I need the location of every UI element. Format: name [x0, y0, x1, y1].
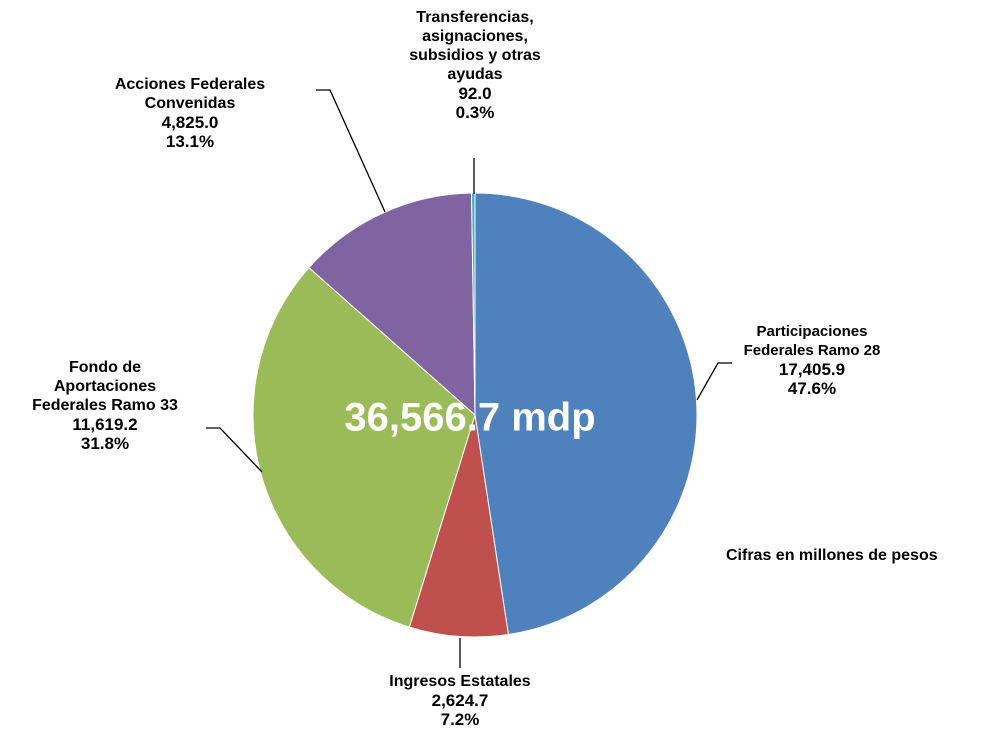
percent-label: 7.2%	[440, 710, 480, 729]
pie-slice	[470, 192, 476, 416]
note: Cifras en millones de pesos	[726, 547, 938, 564]
value-label: 4,825.0	[161, 113, 219, 132]
pie-slice	[474, 192, 698, 636]
percent-label: 0.3%	[455, 103, 495, 122]
center-label: 36,566.7 mdp	[344, 396, 595, 440]
leader-line	[316, 89, 386, 213]
percent-label: 13.1%	[165, 132, 215, 151]
slice-label: Transferencias, asignaciones, subsidios …	[385, 8, 565, 122]
pie-slice	[308, 192, 476, 417]
leader-lines	[206, 89, 732, 668]
pie-slice	[408, 414, 509, 638]
slice-label: Ingresos Estatales 2,624.7 7.2%	[350, 672, 570, 729]
slice-label: Participaciones Federales Ramo 28 17,405.…	[727, 322, 897, 398]
leader-line	[206, 427, 263, 473]
value-label: 92.0	[458, 84, 492, 103]
percent-label: 47.6%	[787, 379, 837, 398]
value-label: 2,624.7	[431, 691, 489, 710]
slices	[252, 192, 698, 638]
slice-label: Fondo de Aportaciones Federales Ramo 33 1…	[18, 358, 193, 453]
pie-slice	[252, 266, 476, 628]
category-label: Transferencias, asignaciones, subsidios …	[409, 9, 541, 83]
value-label: 17,405.9	[778, 360, 846, 379]
percent-label: 31.8%	[80, 434, 130, 453]
leader-line	[696, 362, 732, 401]
category-label: Acciones Federales Convenidas	[114, 76, 266, 112]
value-label: 11,619.2	[72, 415, 138, 434]
category-label: Ingresos Estatales	[389, 673, 531, 690]
category-label: Fondo de Aportaciones Federales Ramo 33	[32, 359, 178, 414]
category-label: Participaciones Federales Ramo 28	[743, 323, 881, 359]
slice-label: Acciones Federales Convenidas 4,825.0 13.1…	[90, 75, 290, 151]
